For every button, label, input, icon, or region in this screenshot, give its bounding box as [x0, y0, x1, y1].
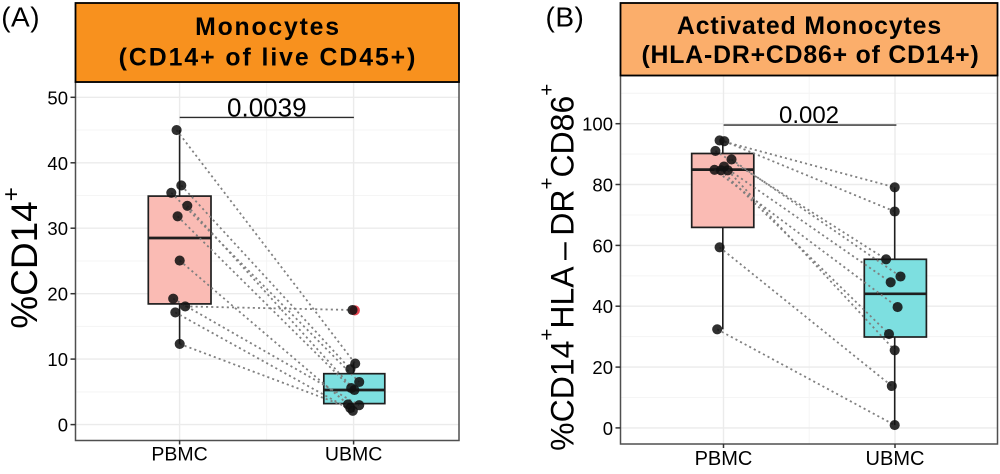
svg-text:(CD14+ of live CD45+): (CD14+ of live CD45+) [119, 45, 418, 72]
svg-text:50: 50 [47, 87, 68, 108]
svg-text:10: 10 [47, 349, 68, 370]
svg-text:80: 80 [592, 175, 613, 196]
svg-text:40: 40 [592, 296, 613, 317]
svg-text:UBMC: UBMC [866, 448, 925, 469]
svg-text:Activated Monocytes: Activated Monocytes [677, 13, 942, 40]
svg-text:PBMC: PBMC [695, 448, 753, 469]
svg-text:0.002: 0.002 [779, 102, 839, 129]
svg-text:(HLA-DR+CD86+ of CD14+): (HLA-DR+CD86+ of CD14+) [641, 42, 979, 69]
svg-text:20: 20 [47, 284, 68, 305]
svg-text:(A): (A) [1, 2, 40, 33]
svg-text:Monocytes: Monocytes [195, 14, 341, 41]
svg-text:40: 40 [47, 153, 68, 174]
svg-text:20: 20 [592, 357, 613, 378]
svg-text:30: 30 [47, 218, 68, 239]
svg-text:PBMC: PBMC [151, 444, 207, 466]
svg-text:60: 60 [592, 235, 613, 256]
svg-text:(B): (B) [546, 2, 585, 33]
svg-text:%CD14+: %CD14+ [0, 187, 45, 329]
svg-text:UBMC: UBMC [325, 444, 382, 466]
svg-text:0: 0 [58, 415, 68, 436]
svg-text:100: 100 [582, 114, 613, 135]
svg-text:0.0039: 0.0039 [227, 92, 307, 122]
svg-text:0: 0 [603, 418, 613, 439]
